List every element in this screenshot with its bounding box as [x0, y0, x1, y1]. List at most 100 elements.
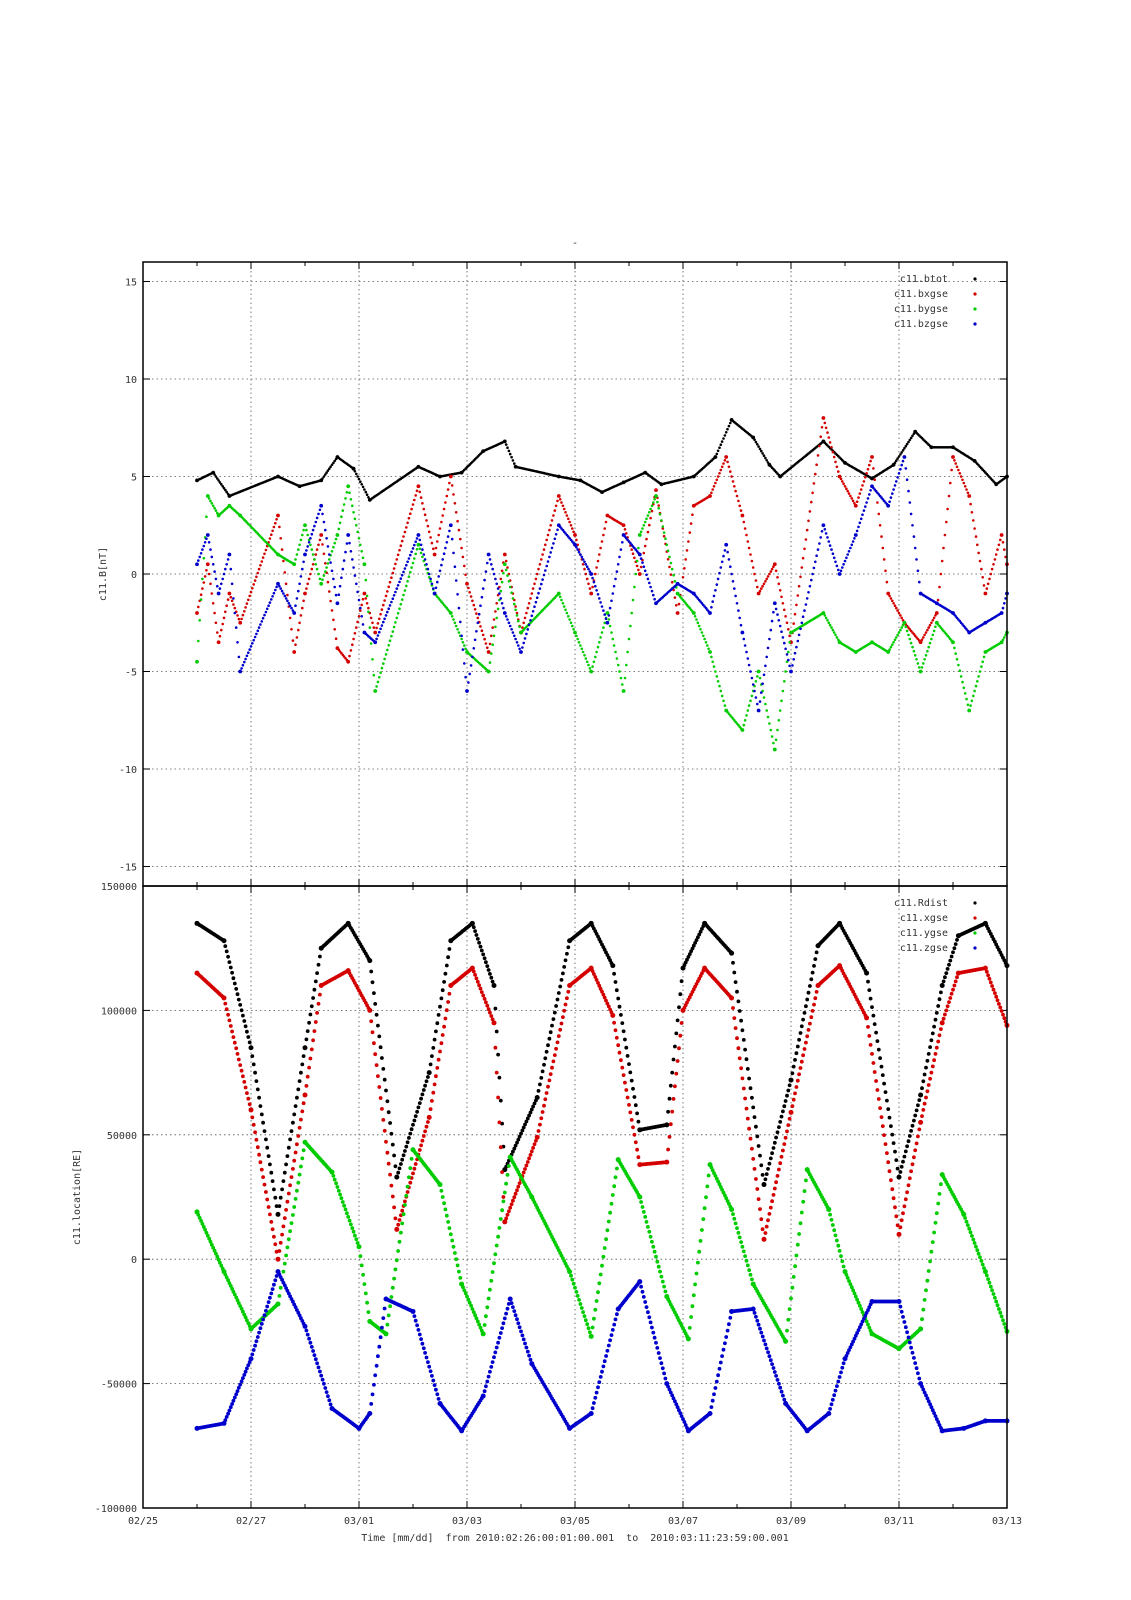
- trace-dot: [642, 565, 646, 568]
- trace-dot: [295, 1142, 299, 1147]
- trace-dot: [847, 550, 851, 553]
- trace-dot: [599, 601, 602, 604]
- trace-dot: [525, 611, 528, 615]
- trace-dot: [697, 624, 701, 628]
- trace-dot: [710, 606, 713, 609]
- trace-dot: [352, 637, 355, 641]
- trace-dot: [982, 584, 986, 587]
- trace-dot: [804, 1040, 808, 1045]
- trace-dot: [776, 728, 779, 732]
- trace-dot: [409, 570, 412, 574]
- trace-dot: [505, 1212, 510, 1217]
- trace-dot: [370, 1392, 375, 1397]
- trace-dot: [243, 1369, 248, 1374]
- trace-dot: [315, 1011, 319, 1015]
- trace-dot: [486, 561, 489, 565]
- trace-dot: [860, 1319, 865, 1324]
- trace-dot: [393, 1216, 398, 1221]
- trace-dot: [848, 1282, 853, 1286]
- trace-dot: [808, 1021, 812, 1026]
- trace-dot: [491, 643, 495, 646]
- trace-dot: [913, 546, 917, 550]
- trace-dot: [710, 491, 713, 495]
- trace-dot: [797, 633, 801, 637]
- trace-dot: [473, 973, 477, 977]
- trace-dot: [230, 1029, 235, 1034]
- trace-dot: [401, 1212, 406, 1217]
- trace-dot: [238, 1382, 243, 1387]
- trace-dot: [313, 979, 318, 984]
- trace-dot: [418, 490, 422, 494]
- trace-dot: [758, 700, 762, 703]
- trace-dot: [253, 1343, 257, 1348]
- trace-dot: [841, 1361, 846, 1366]
- trace-dot: [990, 567, 994, 571]
- trace-dot: [763, 1231, 768, 1235]
- trace-dot: [704, 1195, 708, 1200]
- trace-dot: [779, 1389, 784, 1394]
- trace-dot: [494, 1029, 499, 1034]
- trace-dot: [573, 1285, 577, 1290]
- trace-dot: [987, 1280, 992, 1285]
- trace-dot: [400, 539, 404, 543]
- trace-dot: [754, 1314, 758, 1319]
- trace-dot: [422, 507, 426, 511]
- trace-dot: [328, 590, 331, 593]
- trace-dot: [876, 1097, 881, 1101]
- trace-dot: [412, 1118, 417, 1123]
- trace-dot: [396, 1249, 400, 1253]
- trace-dot: [933, 1414, 938, 1418]
- trace-dot: [786, 1123, 791, 1127]
- trace-dot: [628, 1110, 633, 1115]
- trace-dot: [915, 658, 918, 661]
- trace-dot: [757, 445, 760, 448]
- trace-dot: [464, 573, 467, 577]
- trace-dot: [205, 515, 208, 518]
- trace-dot: [562, 965, 567, 969]
- trace-dot: [872, 1070, 877, 1074]
- trace-dot: [386, 648, 389, 652]
- trace-dot: [592, 660, 596, 664]
- trace-dot: [631, 1125, 635, 1130]
- trace-dot: [662, 1371, 666, 1376]
- trace-dot: [793, 1264, 797, 1269]
- trace-dot: [929, 1070, 934, 1075]
- trace-dot: [509, 1202, 514, 1207]
- trace-dot: [666, 1384, 670, 1389]
- trace-dot: [473, 929, 477, 933]
- trace-dot: [230, 582, 234, 586]
- trace-dot: [623, 676, 627, 680]
- trace-dot: [594, 572, 597, 576]
- trace-dot: [591, 665, 594, 668]
- trace-dot: [570, 1277, 575, 1282]
- trace-dot: [361, 485, 365, 489]
- trace-dot: [558, 1027, 563, 1032]
- trace-dot: [214, 621, 218, 625]
- trace-dot: [807, 519, 810, 523]
- trace-dot: [391, 571, 395, 575]
- trace-dot: [720, 1354, 724, 1358]
- trace-dot: [896, 609, 899, 612]
- trace-dot: [758, 1207, 762, 1211]
- trace-dot: [749, 553, 752, 556]
- x-axis-label: Time [mm/dd] from 2010:02:26:00:01:00.00…: [361, 1533, 788, 1544]
- trace-dot: [781, 1109, 785, 1114]
- trace-dot: [694, 1271, 699, 1276]
- trace-dot: [718, 446, 721, 450]
- trace-dot: [353, 517, 357, 521]
- data-point: [675, 611, 680, 615]
- trace-dot: [754, 1177, 758, 1181]
- trace-dot: [272, 1234, 276, 1239]
- trace-dot: [712, 485, 716, 488]
- trace-dot: [209, 582, 212, 586]
- trace-dot: [315, 567, 319, 571]
- trace-dot: [384, 1088, 388, 1093]
- trace-dot: [630, 611, 633, 615]
- trace-dot: [868, 493, 871, 496]
- trace-dot: [507, 1209, 511, 1214]
- trace-dot: [796, 594, 800, 597]
- trace-dot: [234, 626, 238, 629]
- trace-dot: [743, 1254, 747, 1258]
- trace-dot: [210, 592, 214, 595]
- trace-dot: [594, 655, 597, 659]
